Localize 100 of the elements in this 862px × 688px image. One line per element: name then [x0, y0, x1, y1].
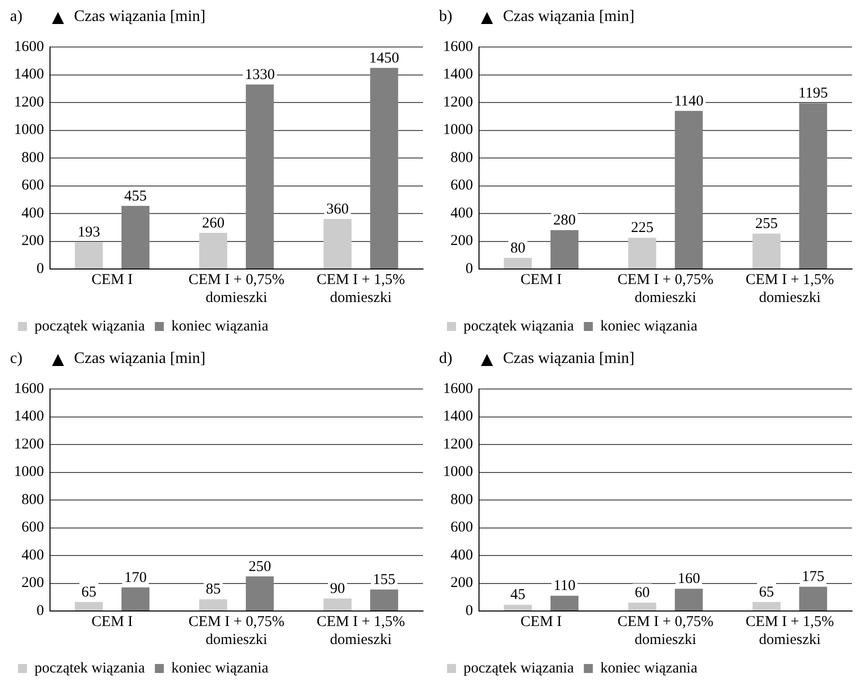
bar — [752, 234, 781, 268]
bar — [199, 599, 228, 610]
bar — [324, 598, 352, 610]
y-tick-label: 400 — [450, 547, 473, 564]
legend-label: początek wiązania — [34, 318, 146, 334]
y-tick-label: 1400 — [443, 408, 473, 425]
data-label: 65 — [759, 584, 774, 600]
x-tick-label: CEM I + 0,75% domieszki — [188, 614, 284, 648]
y-tick-label: 600 — [22, 520, 44, 536]
legend-label: początek wiązania — [464, 318, 574, 334]
bar — [550, 230, 578, 268]
data-label: 110 — [554, 578, 576, 594]
bar — [246, 576, 274, 610]
y-tick-label: 1600 — [443, 38, 473, 55]
data-label: 80 — [510, 240, 526, 256]
bar — [674, 588, 703, 610]
legend-label: koniec wiązania — [171, 318, 269, 334]
legend-label: koniec wiązania — [600, 660, 698, 676]
bar — [799, 586, 828, 610]
y-tick-label: 0 — [466, 602, 473, 619]
y-tick-label: 1600 — [14, 380, 44, 397]
x-tick-label: CEM I + 0,75% domieszki — [618, 272, 714, 306]
data-label: 85 — [206, 582, 221, 598]
chart-title: b) — [439, 8, 452, 26]
data-label: 250 — [248, 558, 272, 575]
y-axis-title: Czas wiązania [min] — [74, 350, 206, 368]
data-label: 360 — [326, 201, 349, 218]
data-label: 193 — [78, 224, 100, 241]
x-tick-label: CEM I + 1,5% domieszki — [316, 614, 406, 648]
y-axis-title: Czas wiązania [min] — [503, 8, 634, 26]
data-label: 255 — [755, 216, 778, 232]
data-label: 260 — [202, 215, 224, 232]
x-tick-label: CEM I — [520, 614, 562, 630]
bar — [674, 110, 703, 268]
x-tick-label: CEM I + 1,5% domieszki — [746, 614, 834, 648]
bar — [246, 84, 274, 268]
y-axis-title: Czas wiązania [min] — [503, 350, 634, 368]
x-tick-label: CEM I — [92, 272, 133, 288]
data-label: 175 — [802, 569, 824, 586]
legend-label: początek wiązania — [34, 660, 146, 676]
bar — [504, 604, 532, 610]
data-label: 1450 — [369, 50, 400, 66]
legend-label: koniec wiązania — [171, 660, 269, 676]
legend-label: koniec wiązania — [600, 318, 698, 334]
y-tick-label: 600 — [450, 178, 473, 194]
bar — [370, 68, 398, 268]
x-tick-label: CEM I + 0,75% domieszki — [618, 614, 714, 648]
chart-title: d) — [439, 350, 452, 368]
data-label: 1195 — [798, 86, 828, 102]
legend-label: początek wiązania — [464, 660, 574, 676]
bar — [324, 219, 352, 268]
bar — [799, 103, 828, 268]
y-tick-label: 600 — [450, 520, 473, 536]
data-label: 225 — [630, 220, 654, 236]
y-tick-label: 800 — [22, 492, 44, 508]
y-tick-label: 1600 — [443, 380, 473, 397]
y-axis-title: Czas wiązania [min] — [74, 8, 206, 26]
y-tick-label: 400 — [22, 547, 44, 564]
y-tick-label: 200 — [22, 233, 44, 250]
bar — [628, 602, 656, 610]
y-tick-label: 1200 — [443, 436, 473, 452]
y-tick-label: 1400 — [443, 66, 473, 83]
x-tick-label: CEM I + 0,75% domieszki — [188, 272, 284, 306]
bar — [199, 232, 228, 268]
y-tick-label: 1600 — [14, 38, 44, 55]
data-label: 65 — [81, 584, 96, 600]
y-tick-label: 1000 — [14, 464, 44, 480]
data-label: 90 — [330, 580, 346, 597]
y-tick-label: 400 — [22, 205, 44, 222]
data-label: 160 — [678, 571, 700, 588]
data-label: 60 — [634, 585, 650, 602]
data-label: 280 — [553, 212, 576, 229]
y-tick-label: 800 — [450, 492, 473, 508]
bar — [504, 258, 532, 268]
y-tick-label: 1000 — [443, 122, 473, 138]
bar — [121, 587, 150, 610]
data-label: 155 — [372, 572, 396, 588]
y-tick-label: 200 — [22, 575, 44, 592]
x-tick-label: CEM I + 1,5% domieszki — [746, 272, 834, 306]
data-label: 1330 — [244, 66, 275, 83]
bar — [550, 596, 578, 610]
y-tick-label: 1200 — [14, 436, 44, 452]
y-tick-label: 1200 — [14, 94, 44, 110]
y-tick-label: 0 — [466, 260, 473, 277]
data-label: 1140 — [674, 93, 704, 110]
y-tick-label: 0 — [36, 602, 44, 619]
bar — [74, 602, 103, 610]
bar — [121, 206, 150, 268]
y-tick-label: 0 — [36, 260, 44, 277]
chart-title: c) — [10, 350, 22, 368]
y-tick-label: 1200 — [443, 94, 473, 110]
bar — [74, 242, 103, 268]
data-label: 170 — [124, 570, 147, 586]
data-label: 45 — [510, 587, 526, 604]
x-tick-label: CEM I — [92, 614, 133, 630]
y-tick-label: 1400 — [14, 66, 44, 83]
y-tick-label: 1000 — [443, 464, 473, 480]
y-tick-label: 200 — [450, 233, 473, 250]
y-tick-label: 1400 — [14, 408, 44, 425]
bar — [370, 589, 398, 610]
